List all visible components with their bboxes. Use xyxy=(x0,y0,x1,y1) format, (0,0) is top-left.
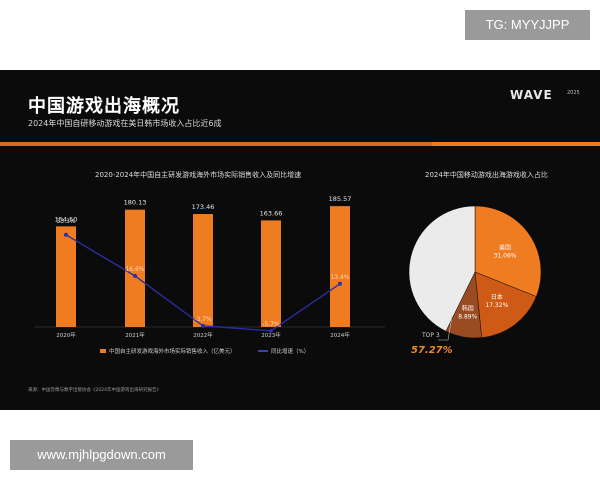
pie-slice-1 xyxy=(474,271,537,338)
watermark-bottom: www.mjhlpgdown.com xyxy=(10,440,193,470)
slide-title: 中国游戏出海概况 xyxy=(28,96,180,117)
bar-value-label: 163.66 xyxy=(260,209,283,217)
growth-point xyxy=(201,323,205,328)
divider-band xyxy=(0,142,600,146)
bar-value-label: 154.50 xyxy=(55,215,78,223)
logo-year: 2025 xyxy=(567,90,580,96)
growth-point xyxy=(269,328,273,333)
growth-label: 13.4% xyxy=(330,274,349,281)
top3-value: 57.27% xyxy=(411,345,453,356)
pie-slice-label: 美国 xyxy=(499,244,511,252)
x-tick-label: 2024年 xyxy=(330,331,350,339)
growth-label: -3.7% xyxy=(194,316,212,323)
source-note: 来源：中国音像与数字出版协会《2024年中国游戏出海研究报告》 xyxy=(28,388,161,393)
growth-label: 16.6% xyxy=(125,266,144,273)
bar-value-label: 173.46 xyxy=(192,203,215,211)
bar-2020年 xyxy=(56,226,76,327)
pie-chart-title: 2024年中国移动游戏出海游戏收入占比 xyxy=(425,171,548,179)
bar-2024年 xyxy=(330,206,350,327)
pie-slice-3 xyxy=(408,205,476,332)
legend-bar-label: 中国自主研发游戏海外市场实际销售收入（亿美元） xyxy=(109,349,236,355)
pie-slice-label: 韩国 xyxy=(462,304,474,312)
bar-2021年 xyxy=(125,209,145,327)
report-slide: 中国游戏出海概况 2024年中国自研移动游戏在美日韩市场收入占比近6成 WAVE… xyxy=(0,70,600,410)
growth-point xyxy=(133,273,137,278)
bar-chart-title: 2020-2024年中国自主研发游戏海外市场实际销售收入及同比增速 xyxy=(95,171,302,179)
wave-logo: WAVE xyxy=(510,88,553,102)
bar-line-chart: 154.50 2020年 180.13 2021年 173.46 2022年 163.66 2… xyxy=(35,195,385,339)
top3-connector xyxy=(438,315,453,341)
top3-label: TOP 3 xyxy=(422,332,440,339)
pie-slice-label: 日本 xyxy=(491,293,503,301)
bar-value-label: 180.13 xyxy=(124,199,147,207)
legend-line-swatch xyxy=(258,350,268,352)
watermark-top: TG: MYYJJPP xyxy=(465,10,590,40)
bar-2022年 xyxy=(193,214,213,327)
bar-value-label: 185.57 xyxy=(329,195,352,203)
bar-2023年 xyxy=(261,220,281,327)
growth-label: -5.7% xyxy=(262,321,280,328)
growth-label: 33.3% xyxy=(56,218,75,225)
pie-slice-value: 17.32% xyxy=(485,302,508,309)
slide-subtitle: 2024年中国自研移动游戏在美日韩市场收入占比近6成 xyxy=(28,119,222,128)
x-tick-label: 2021年 xyxy=(125,331,145,339)
growth-point xyxy=(338,281,342,286)
x-tick-label: 2020年 xyxy=(56,331,76,339)
pie-slice-value: 31.06% xyxy=(494,253,517,260)
growth-point xyxy=(64,232,68,237)
x-tick-label: 2022年 xyxy=(193,331,213,339)
legend-bar-swatch xyxy=(100,349,106,353)
divider-band-accent xyxy=(432,142,600,146)
pie-slice-value: 8.89% xyxy=(458,313,477,320)
x-tick-label: 2023年 xyxy=(261,331,281,339)
pie-slice-0 xyxy=(474,205,542,297)
legend-line-label: 同比增速（%） xyxy=(271,349,310,355)
